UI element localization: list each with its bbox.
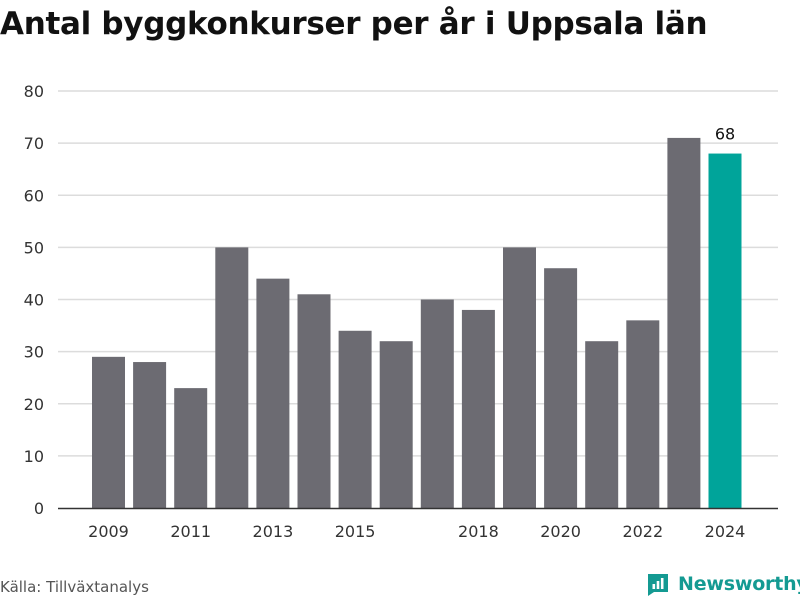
- y-tick-label: 30: [24, 343, 44, 362]
- brand-logo[interactable]: Newsworthy: [645, 571, 800, 597]
- bar-2020: [544, 268, 578, 508]
- chart-title: Antal byggkonkurser per år i Uppsala län: [0, 6, 708, 42]
- y-axis-tick-labels: 0 10 20 30 40 50 60 70 80: [24, 82, 44, 518]
- bar-2021: [585, 341, 619, 508]
- x-tick-label: 2018: [458, 522, 499, 541]
- source-note: Källa: Tillväxtanalys: [0, 578, 149, 596]
- x-tick-label: 2009: [88, 522, 129, 541]
- bar-2022: [626, 320, 660, 508]
- x-axis-tick-labels: 2009 2011 2013 2015 2018 2020 2022 2024: [88, 522, 745, 541]
- y-tick-label: 80: [24, 82, 44, 101]
- x-tick-label: 2024: [705, 522, 746, 541]
- bar-2015: [338, 330, 372, 508]
- y-tick-label: 60: [24, 186, 44, 205]
- bar-2014: [297, 294, 331, 508]
- newsworthy-logo-icon: [648, 574, 668, 596]
- bars: [92, 137, 742, 509]
- y-tick-label: 50: [24, 238, 44, 257]
- bar-2024: [708, 153, 742, 509]
- data-label: 68: [715, 125, 735, 144]
- x-tick-label: 2015: [335, 522, 376, 541]
- bar-2010: [133, 362, 167, 508]
- brand-name: Newsworthy: [678, 573, 800, 595]
- bar-2013: [256, 278, 290, 508]
- bar-2019: [503, 247, 536, 508]
- x-tick-label: 2022: [622, 522, 663, 541]
- bar-2023: [667, 137, 701, 508]
- y-tick-label: 10: [24, 447, 44, 466]
- bar-2016: [379, 341, 413, 508]
- y-tick-label: 20: [24, 395, 44, 414]
- bar-2018: [461, 309, 495, 508]
- data-labels: 68: [715, 125, 735, 144]
- y-tick-label: 70: [24, 134, 44, 153]
- x-tick-label: 2013: [253, 522, 294, 541]
- bar-2009: [92, 356, 125, 508]
- y-tick-label: 40: [24, 291, 44, 310]
- bar-2017: [420, 299, 454, 508]
- bar-2012: [215, 247, 249, 508]
- x-tick-label: 2011: [170, 522, 211, 541]
- bar-2011: [174, 388, 208, 508]
- x-tick-label: 2020: [540, 522, 581, 541]
- y-tick-label: 0: [34, 499, 44, 518]
